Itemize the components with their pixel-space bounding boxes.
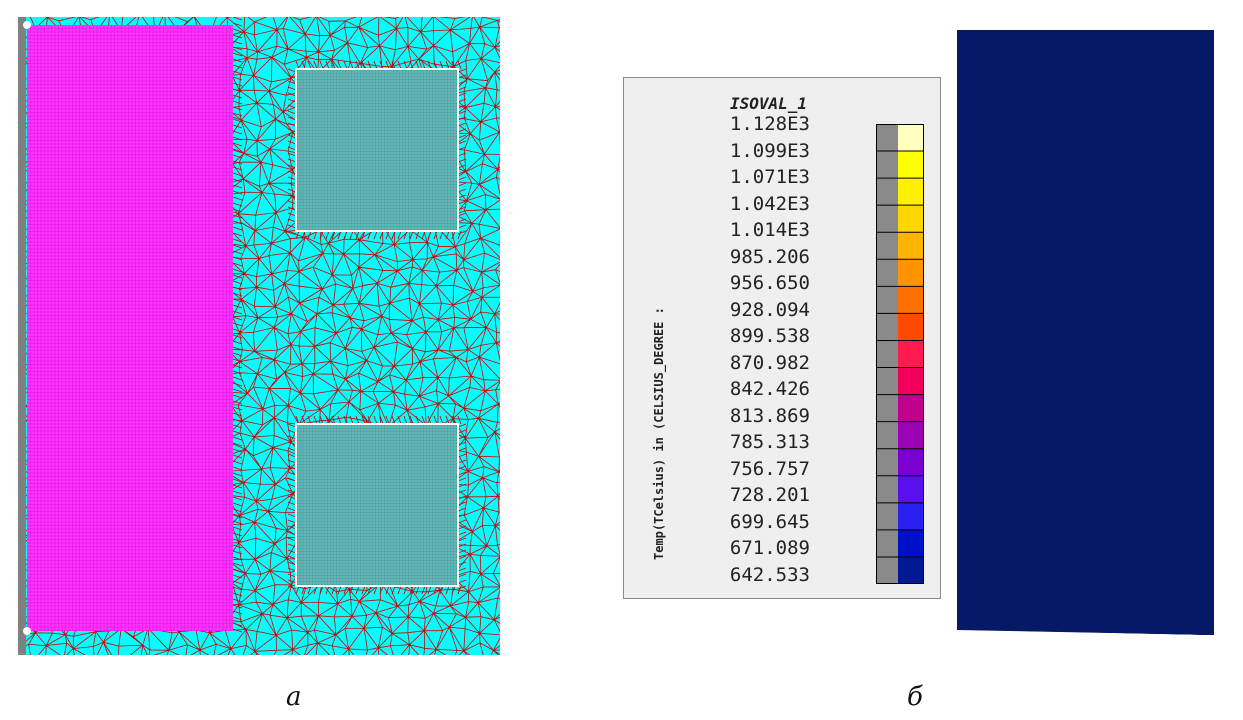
scale-gray-cell xyxy=(876,205,898,233)
scale-gray-cell xyxy=(876,529,898,557)
legend-value: 985.206 xyxy=(729,245,810,268)
fine-structured-grid xyxy=(27,25,458,631)
legend-value: 1.099E3 xyxy=(729,139,810,162)
scale-color-cell xyxy=(898,367,924,395)
caption-b: б xyxy=(907,682,923,712)
legend-value: 870.982 xyxy=(729,351,810,374)
legend-value: 813.869 xyxy=(729,404,810,427)
legend-value: 756.757 xyxy=(729,457,810,480)
scale-color-cell xyxy=(898,421,924,449)
temperature-legend: ISOVAL_1 1.128E3 1.099E3 1.071E3 1.042E3 1.0… xyxy=(623,77,941,599)
color-scale-bar xyxy=(876,124,924,584)
scale-color-cell xyxy=(898,259,924,287)
scale-gray-cell xyxy=(876,340,898,368)
legend-title: ISOVAL_1 xyxy=(730,94,808,113)
scale-gray-cell xyxy=(876,394,898,422)
legend-value: 785.313 xyxy=(729,431,810,453)
corner-node-top xyxy=(23,21,31,29)
legend-value: 899.538 xyxy=(729,325,810,347)
scale-color-cell xyxy=(898,151,924,179)
legend-value: 1.128E3 xyxy=(729,113,810,135)
scale-gray-cell xyxy=(876,151,898,179)
legend-value: 956.650 xyxy=(729,272,810,294)
scale-gray-cell xyxy=(876,259,898,287)
scale-color-cell xyxy=(898,448,924,476)
scale-gray-cell xyxy=(876,448,898,476)
mesh-panel xyxy=(18,17,500,655)
scale-color-cell xyxy=(898,529,924,557)
temperature-field-map xyxy=(957,30,1214,635)
left-boundary-strip xyxy=(18,17,26,655)
scale-color-cell xyxy=(898,556,924,584)
scale-gray-cell xyxy=(876,421,898,449)
legend-value: 728.201 xyxy=(729,484,810,506)
caption-a: а xyxy=(286,682,302,712)
scale-color-cell xyxy=(898,232,924,260)
scale-color-cell xyxy=(898,205,924,233)
legend-value: 1.042E3 xyxy=(729,192,810,215)
scale-color-cell xyxy=(898,340,924,368)
legend-axis-label: Temp(TCelsius) in (CELSIUS_DEGREE : xyxy=(652,307,666,560)
corner-node-bottom xyxy=(23,627,31,635)
scale-gray-cell xyxy=(876,178,898,206)
scale-color-cell xyxy=(898,178,924,206)
isotherm-band xyxy=(957,30,1214,635)
legend-value: 1.071E3 xyxy=(729,166,810,188)
scale-color-cell xyxy=(898,502,924,530)
scale-gray-cell xyxy=(876,502,898,530)
scale-gray-cell xyxy=(876,286,898,314)
scale-gray-cell xyxy=(876,313,898,341)
mesh-diagram xyxy=(18,17,500,655)
scale-color-cell xyxy=(898,313,924,341)
legend-value: 1.014E3 xyxy=(729,219,810,241)
scale-color-cell xyxy=(898,124,924,152)
scale-gray-cell xyxy=(876,475,898,503)
scale-gray-cell xyxy=(876,367,898,395)
legend-value: 671.089 xyxy=(729,537,810,559)
legend-value: 842.426 xyxy=(729,378,810,400)
scale-gray-cell xyxy=(876,232,898,260)
scale-color-cell xyxy=(898,286,924,314)
scale-gray-cell xyxy=(876,124,898,152)
legend-value: 699.645 xyxy=(729,510,810,533)
scale-color-cell xyxy=(898,394,924,422)
scale-gray-cell xyxy=(876,556,898,584)
legend-value: 928.094 xyxy=(729,298,810,321)
legend-value: 642.533 xyxy=(729,563,810,586)
scale-color-cell xyxy=(898,475,924,503)
